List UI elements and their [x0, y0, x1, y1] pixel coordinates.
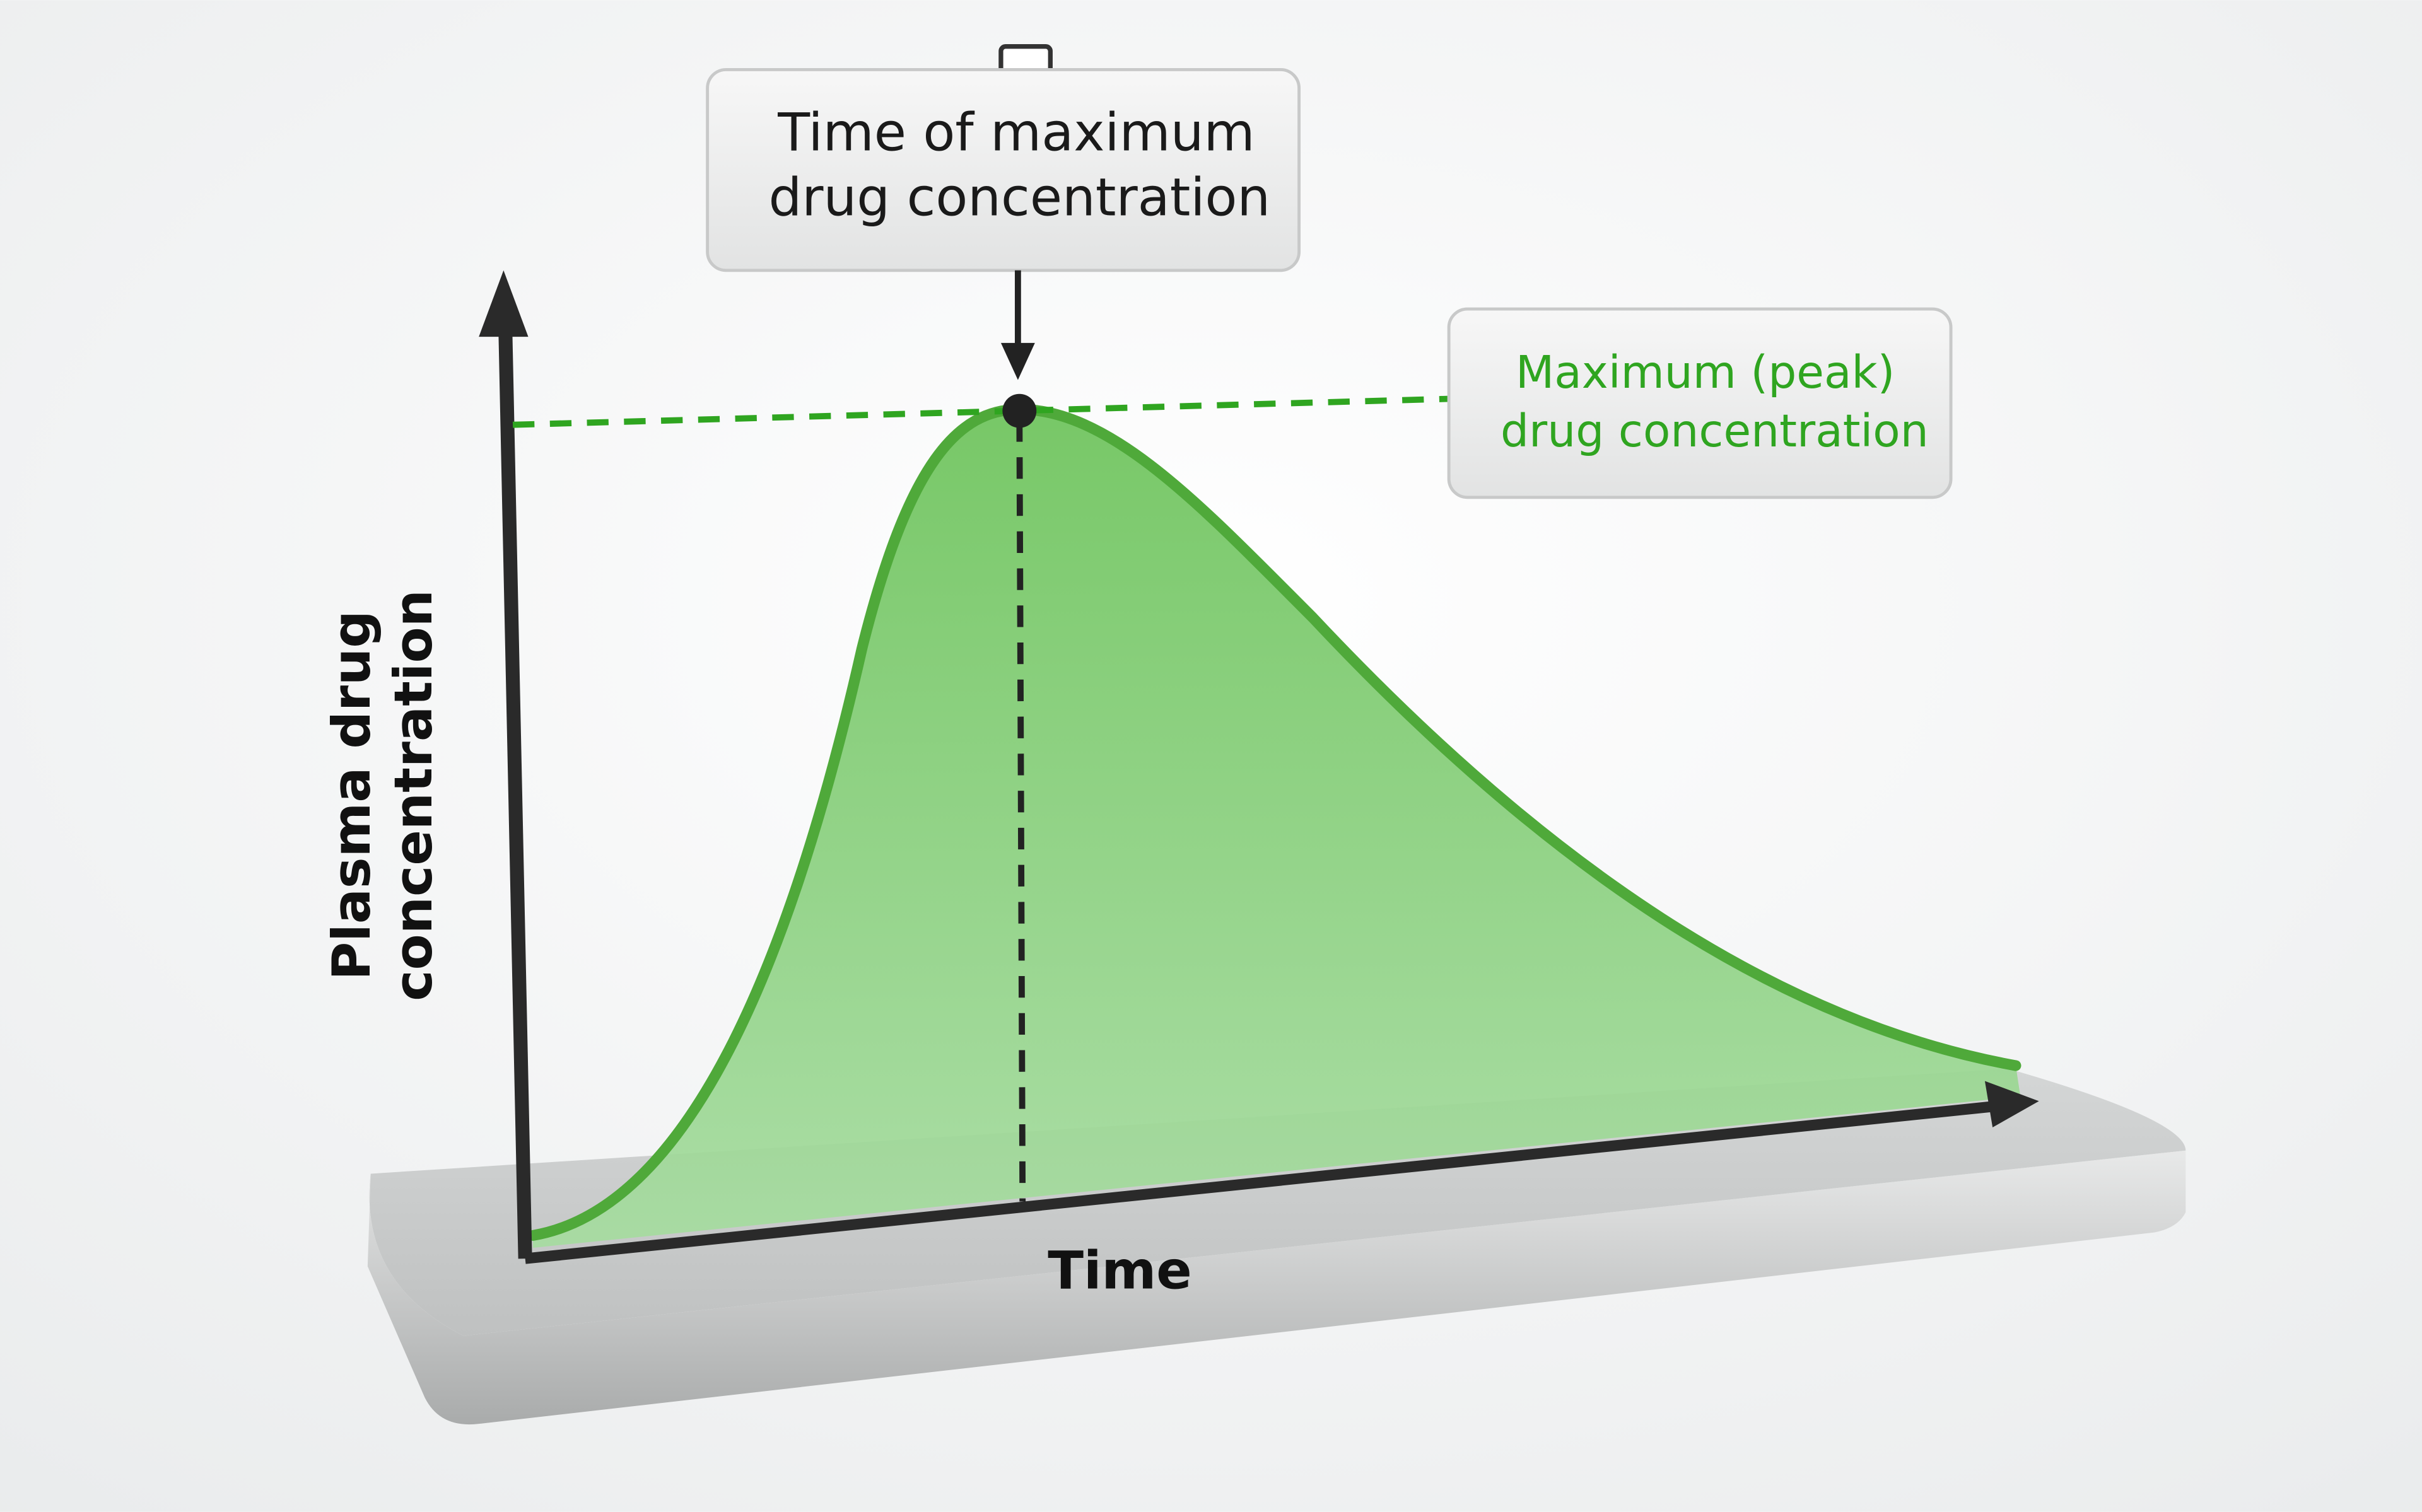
callout-box	[706, 67, 1301, 272]
peak-point	[1002, 393, 1037, 428]
peak-guide-line	[512, 395, 1460, 428]
x-axis-label: Time	[1048, 1240, 1192, 1301]
annotation-text: Time of maximum	[777, 102, 1255, 163]
annotation-text: drug concentration	[768, 167, 1270, 228]
y-axis	[498, 317, 532, 1259]
callout-arrowhead	[1000, 342, 1035, 380]
x-axis-arrow	[1984, 1081, 2039, 1127]
curve-area	[532, 409, 2021, 1248]
y-axis-label: concentration	[383, 590, 444, 1001]
tmax-guide-line	[1016, 420, 1026, 1202]
platform-front	[367, 1150, 2186, 1425]
y-axis-label: Plasma drug	[321, 610, 382, 980]
annotation-text: Maximum (peak)	[1516, 346, 1895, 398]
annotation-text: drug concentration	[1501, 405, 1929, 457]
x-axis	[524, 1100, 2001, 1264]
callout-box	[1447, 307, 1953, 499]
y-axis-label-group: Plasma drug concentration	[321, 590, 444, 1001]
y-axis-arrow	[479, 270, 529, 337]
